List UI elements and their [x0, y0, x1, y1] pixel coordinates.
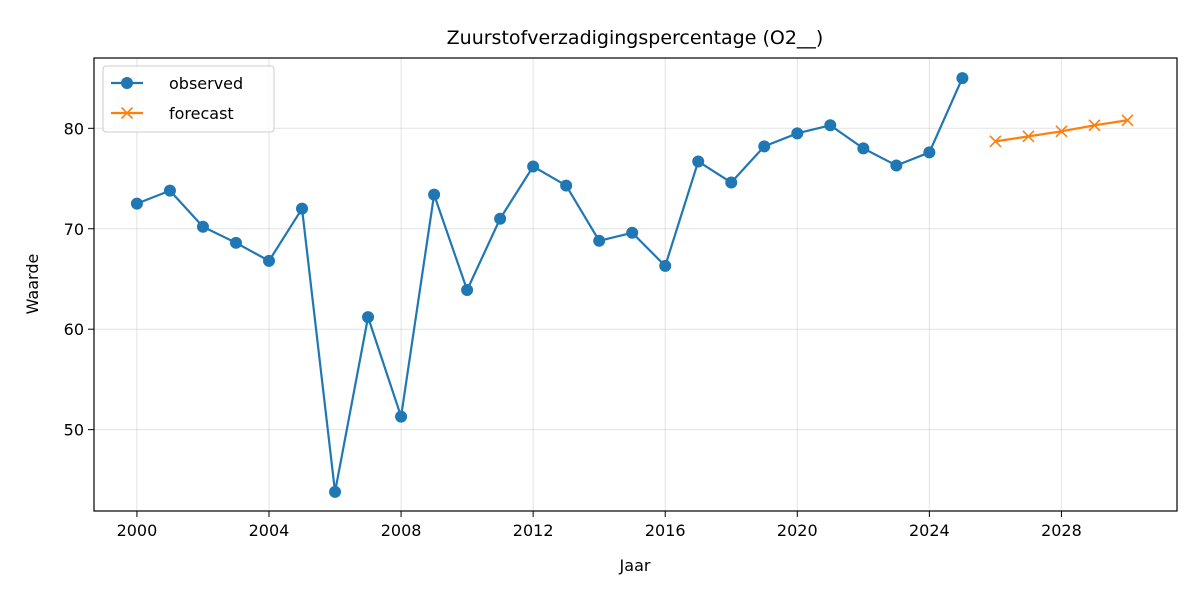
x-tick-label: 2012	[513, 521, 554, 540]
observed-data-point	[923, 146, 936, 159]
x-tick-label: 2024	[909, 521, 950, 540]
legend-forecast-label: forecast	[169, 104, 234, 123]
x-tick-label: 2000	[117, 521, 158, 540]
x-tick-label: 2008	[381, 521, 422, 540]
plot-area-frame	[93, 57, 1178, 512]
observed-data-point	[890, 159, 903, 172]
x-tick-label: 2028	[1041, 521, 1082, 540]
forecast-data-point	[1088, 119, 1101, 132]
y-tick-label: 70	[64, 220, 84, 239]
legend: observed forecast	[102, 65, 275, 133]
observed-data-point	[560, 179, 573, 192]
legend-box	[102, 65, 275, 133]
observed-data-point	[791, 127, 804, 140]
y-tick-label: 60	[64, 320, 84, 339]
x-tick-label: 2016	[645, 521, 686, 540]
observed-data-point	[395, 410, 408, 423]
observed-data-point	[824, 119, 837, 132]
observed-data-point	[626, 226, 639, 239]
observed-data-point	[229, 236, 242, 249]
observed-data-point	[494, 212, 507, 225]
observed-data-point	[725, 176, 738, 189]
observed-data-point	[956, 72, 969, 85]
observed-data-point	[329, 485, 342, 498]
y-tick-label: 80	[64, 119, 84, 138]
forecast-data-point	[1022, 130, 1035, 143]
forecast-data-point-stroke	[1088, 119, 1101, 132]
legend-observed-marker	[121, 77, 133, 89]
observed-data-point	[130, 197, 143, 210]
forecast-data-point	[989, 135, 1002, 148]
observed-data-point	[857, 142, 870, 155]
observed-data-point	[593, 234, 606, 247]
observed-data-point	[428, 188, 441, 201]
observed-data-point	[262, 254, 275, 267]
y-tick-label: 50	[64, 421, 84, 440]
legend-forecast-x	[120, 106, 134, 120]
forecast-data-point-stroke	[1121, 114, 1134, 127]
x-axis-label: Jaar	[619, 556, 651, 575]
legend-forecast-x-stroke	[120, 106, 134, 120]
legend-observed-label: observed	[169, 74, 243, 93]
observed-data-point	[196, 220, 209, 233]
forecast-data-point-stroke	[1055, 125, 1068, 138]
y-axis-label: Waarde	[23, 254, 42, 315]
observed-data-point	[362, 311, 375, 324]
legend-forecast-marker	[120, 106, 134, 120]
x-tick-label: 2004	[249, 521, 290, 540]
chart-title: Zuurstofverzadigingspercentage (O2__)	[447, 27, 824, 49]
forecast-data-point-stroke	[1022, 130, 1035, 143]
series-layer	[130, 72, 1134, 498]
y-axis-ticks: 50 60 70 80	[64, 119, 94, 440]
observed-data-point	[461, 284, 474, 297]
forecast-data-point-stroke	[989, 135, 1002, 148]
observed-data-point	[163, 184, 176, 197]
forecast-data-point	[1121, 114, 1134, 127]
forecast-data-point	[1055, 125, 1068, 138]
observed-data-point	[692, 155, 705, 168]
observed-data-point	[527, 160, 540, 173]
x-tick-label: 2020	[777, 521, 818, 540]
observed-data-point	[296, 202, 309, 215]
observed-data-point	[758, 140, 771, 153]
observed-data-point	[659, 259, 672, 272]
x-axis-ticks: 2000 2004 2008 2012 2016 2020 2024 2028	[117, 511, 1082, 540]
